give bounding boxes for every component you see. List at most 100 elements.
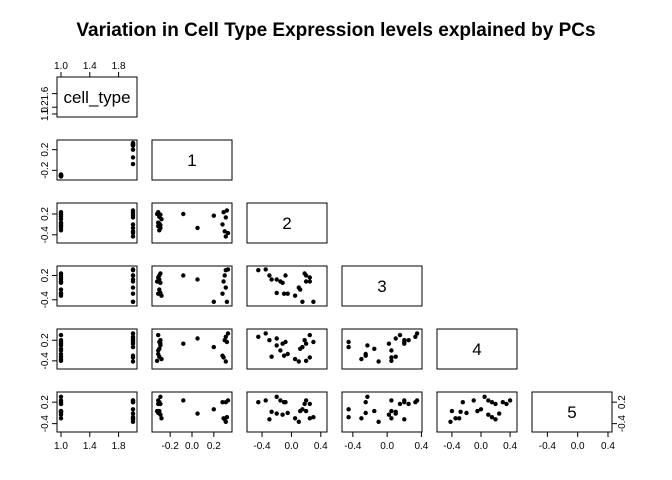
point-4-vs-2-13 <box>267 338 272 343</box>
point-5-vs-1-7 <box>158 401 163 407</box>
point-5-vs-1-12 <box>223 400 228 405</box>
point-3-vs-1-8 <box>157 287 162 292</box>
point-5-vs-3-16 <box>376 419 381 424</box>
point-4-vs-3-4 <box>359 356 364 362</box>
y-tick-label-4-0: -0.4 <box>40 352 51 370</box>
point-2-vs-1-10 <box>158 222 163 228</box>
point-3-vs-2-9 <box>285 291 290 296</box>
point-4-vs-1-20 <box>181 341 186 346</box>
point-5-vs-4-10 <box>486 412 491 417</box>
point-5-vs-4-0 <box>458 409 463 414</box>
panel-frame-4-2 <box>246 328 328 370</box>
point-5-vs-2-16 <box>296 419 301 424</box>
point-5-vs-1-4 <box>159 416 164 421</box>
point-3-vs-1-13 <box>222 273 227 278</box>
point-3-vs-1-14 <box>224 299 230 304</box>
x-tick-label-1-1: 0.0 <box>185 441 199 452</box>
point-5-vs-2-20 <box>303 398 309 403</box>
diagonal-label-cell_type: cell_type <box>63 88 130 107</box>
point-4-vs-3-17 <box>363 353 368 358</box>
point-3-vs-1-7 <box>158 271 163 276</box>
y-tick-label-2-1: 0.2 <box>40 207 51 221</box>
diagonal-label-3: 3 <box>377 277 386 296</box>
y-tick-label-3-1: 0.2 <box>40 268 51 282</box>
point-4-vs-3-7 <box>406 338 411 343</box>
point-5-vs-4-11 <box>507 398 513 403</box>
point-4-vs-1-16 <box>223 359 228 364</box>
point-4-vs-1-9 <box>156 351 161 357</box>
y-tick-label-5-1: 0.2 <box>40 395 51 409</box>
panel-frame-5-1 <box>151 391 233 433</box>
point-2-vs-1-14 <box>224 208 230 213</box>
point-5-vs-2-14 <box>311 415 316 420</box>
diagonal-label-2: 2 <box>282 214 291 233</box>
x-tick-label-2-2: 0.4 <box>314 441 328 452</box>
point-4-vs-3-20 <box>402 341 407 346</box>
point-5-vs-4-7 <box>493 401 498 407</box>
point-5-vs-2-1 <box>274 394 279 399</box>
point-5-vs-4-18 <box>478 407 484 412</box>
point-4-vs-2-7 <box>302 338 307 343</box>
point-3-vs-1-4 <box>159 293 164 298</box>
y-tick-label-cell_type-0: 1.0 <box>40 107 51 121</box>
x-tick-label-2-1: 0.0 <box>284 441 298 452</box>
point-4-vs-3-1 <box>365 343 370 348</box>
point-3-vs-cell_type-8 <box>58 287 64 292</box>
point-4-vs-1-18 <box>211 344 216 350</box>
point-5-vs-2-2 <box>278 398 283 403</box>
point-4-vs-cell_type-18 <box>130 344 136 350</box>
point-2-vs-cell_type-19 <box>130 225 136 231</box>
y-tick-label-4-1: 0.2 <box>40 333 51 347</box>
y-tick-label-1-1: 0.2 <box>40 142 51 156</box>
point-3-vs-1-18 <box>211 299 216 304</box>
x-tick-label-5-0: -0.4 <box>539 441 557 452</box>
panel-frame-4-4 <box>436 328 518 370</box>
point-4-vs-2-12 <box>256 334 261 339</box>
point-1-vs-cell_type-19 <box>130 155 136 160</box>
point-4-vs-2-9 <box>285 351 290 357</box>
top-tick-label-2: 1.8 <box>112 61 126 72</box>
point-2-vs-1-16 <box>223 215 228 220</box>
point-5-vs-cell_type-4 <box>58 416 64 421</box>
point-4-vs-1-7 <box>158 338 163 343</box>
point-4-vs-1-14 <box>224 339 230 345</box>
point-3-vs-1-6 <box>156 275 161 280</box>
point-4-vs-3-12 <box>413 334 418 339</box>
point-5-vs-1-17 <box>220 400 225 405</box>
y-tick-label-cell_type-2: 1.6 <box>40 86 51 100</box>
point-2-vs-1-17 <box>220 222 225 227</box>
point-5-vs-4-19 <box>497 411 502 416</box>
point-2-vs-1-18 <box>211 213 216 218</box>
point-4-vs-cell_type-7 <box>58 338 64 343</box>
x-tick-label-5-2: 0.4 <box>601 441 615 452</box>
point-5-vs-2-11 <box>263 398 268 403</box>
point-5-vs-3-19 <box>393 411 398 416</box>
point-3-vs-2-11 <box>263 267 268 272</box>
y-tick-label-2-0: -0.4 <box>40 226 51 244</box>
diagonal-label-4: 4 <box>472 340 481 359</box>
panel-frame-4-3 <box>341 328 423 370</box>
point-4-vs-3-14 <box>346 339 351 345</box>
point-3-vs-2-15 <box>307 279 312 284</box>
x-tick-label-3-0: -0.4 <box>344 441 362 452</box>
point-2-vs-cell_type-13 <box>130 229 136 234</box>
point-5-vs-4-6 <box>504 401 509 407</box>
point-4-vs-3-19 <box>393 336 398 341</box>
x-tick-label-1-0: -0.2 <box>162 441 180 452</box>
point-4-vs-2-1 <box>274 343 279 348</box>
panel-frame-3-1 <box>151 265 233 307</box>
y-tick-label-5-0: -0.4 <box>40 415 51 433</box>
x-tick-label-2-0: -0.4 <box>253 441 271 452</box>
point-3-vs-2-20 <box>303 273 309 278</box>
point-4-vs-1-10 <box>158 341 163 346</box>
point-3-vs-2-5 <box>303 279 309 284</box>
panel-frame-2-2 <box>246 202 328 244</box>
point-4-vs-2-20 <box>303 341 309 346</box>
point-4-vs-2-6 <box>307 332 312 338</box>
point-3-vs-2-3 <box>283 273 288 278</box>
point-4-vs-2-16 <box>296 359 301 364</box>
panel-frame-4-cell_type <box>56 328 138 370</box>
panel-frame-4-1 <box>151 328 233 370</box>
panel-frame-1-cell_type <box>56 139 138 181</box>
point-4-vs-1-19 <box>195 336 200 341</box>
